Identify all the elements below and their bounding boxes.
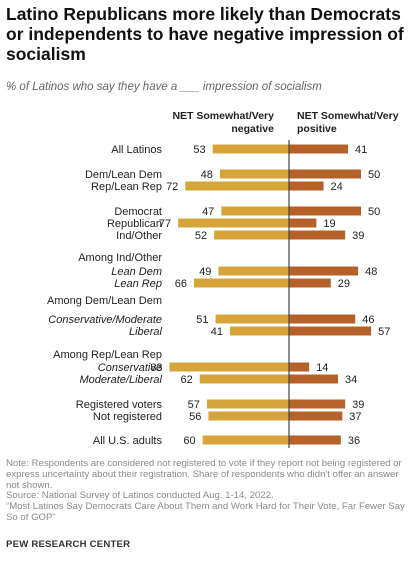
value-label-positive: 14 [316,362,328,374]
bar-negative [219,169,289,179]
bar-negative [169,362,289,372]
bar-negative [199,374,289,384]
bar-negative [212,144,289,154]
value-label-negative: 62 [180,374,192,386]
bar-positive [289,314,356,324]
row-label: Registered voters [76,399,163,411]
row-label: Not registered [93,411,162,423]
bar-positive [289,326,372,336]
bar-positive [289,144,349,154]
chart-title: Latino Republicans more likely than Demo… [6,4,404,64]
bar-negative [221,206,289,216]
bar-positive [289,181,324,191]
chart-subtitle: % of Latinos who say they have a ___ imp… [6,81,322,93]
report-title: “Most Latinos Say Democrats Care About T… [6,501,405,523]
footnotes: Note: Respondents are considered not reg… [6,458,411,524]
bar-negative [193,278,289,288]
value-label-negative: 52 [195,230,207,242]
value-label-positive: 39 [352,399,364,411]
value-label-negative: 57 [188,399,200,411]
source-text: Source: National Survey of Latinos condu… [6,490,274,502]
row-label: Dem/Lean Dem [85,169,162,181]
row-label: Democrat [114,206,162,218]
row-label: Rep/Lean Rep [91,181,162,193]
value-label-negative: 83 [150,362,162,374]
value-label-positive: 39 [352,230,364,242]
value-label-negative: 77 [159,218,171,230]
row-label: Lean Rep [114,278,162,290]
bar-negative [215,314,289,324]
row-label: Conservative [98,362,162,374]
header-negative-line1: NET Somewhat/Very [172,110,274,122]
value-label-positive: 41 [355,144,367,156]
value-label-positive: 36 [348,435,360,447]
value-label-negative: 51 [196,314,208,326]
bar-negative [185,181,289,191]
brand-logo-text: PEW RESEARCH CENTER [6,539,131,550]
group-header-label: Among Rep/Lean Rep [53,349,162,361]
bar-positive [289,374,338,384]
value-label-negative: 41 [211,326,223,338]
bar-negative [218,266,289,276]
value-label-positive: 19 [323,218,335,230]
value-label-positive: 57 [378,326,390,338]
bar-positive [289,206,361,216]
bar-negative [214,230,289,240]
bar-positive [289,411,343,421]
bar-negative [178,218,289,228]
row-label: All U.S. adults [93,435,163,447]
bar-negative [202,435,289,445]
value-label-negative: 48 [201,169,213,181]
group-header-label: Among Dem/Lean Dem [47,295,162,307]
row-label: Lean Dem [111,266,162,278]
value-label-positive: 29 [338,278,350,290]
bar-positive [289,278,331,288]
bar-positive [289,399,346,409]
bar-positive [289,218,317,228]
value-label-positive: 34 [345,374,357,386]
bar-negative [229,326,289,336]
value-label-positive: 50 [368,169,380,181]
row-label: Conservative/Moderate [48,314,162,326]
value-label-negative: 49 [199,266,211,278]
row-label: Moderate/Liberal [79,374,162,386]
value-label-positive: 24 [331,181,343,193]
value-label-positive: 46 [362,314,374,326]
value-label-positive: 37 [349,411,361,423]
bar-positive [289,266,359,276]
group-header-label: Among Ind/Other [78,252,162,264]
row-label: All Latinos [111,144,162,156]
value-label-negative: 72 [166,181,178,193]
bar-positive [289,435,341,445]
header-negative-line2: negative [231,123,274,135]
note-text: Note: Respondents are considered not reg… [6,458,402,491]
bar-negative [208,411,289,421]
value-label-negative: 60 [183,435,195,447]
bar-positive [289,362,310,372]
bar-negative [206,399,289,409]
value-label-negative: 53 [193,144,205,156]
value-label-negative: 56 [189,411,201,423]
value-label-negative: 66 [175,278,187,290]
bar-positive [289,230,346,240]
row-label: Republican [107,218,162,230]
row-label: Liberal [129,326,163,338]
row-label: Ind/Other [116,230,162,242]
value-label-positive: 48 [365,266,377,278]
value-label-negative: 47 [202,206,214,218]
bar-positive [289,169,361,179]
header-positive-line1: NET Somewhat/Very [297,110,399,122]
value-label-positive: 50 [368,206,380,218]
header-positive-line2: positive [297,123,337,135]
